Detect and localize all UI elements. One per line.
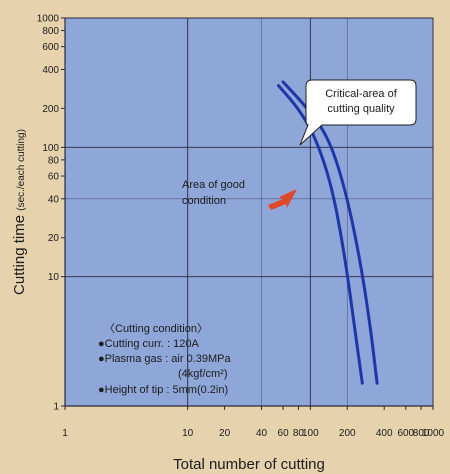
y-tick-label: 80 <box>48 155 60 166</box>
x-tick-label: 100 <box>302 428 319 439</box>
good-area-line-1: Area of good <box>182 179 245 191</box>
condition-pressure: (4kgf/cm²) <box>178 368 228 380</box>
x-tick-label: 600 <box>397 428 414 439</box>
x-tick-label: 200 <box>339 428 356 439</box>
y-tick-label: 100 <box>42 143 59 154</box>
condition-current: ●Cutting curr. : 120A <box>98 338 199 350</box>
critical-curve-1 <box>277 84 364 385</box>
x-tick-label: 1 <box>62 428 68 439</box>
x-tick-label: 40 <box>256 428 268 439</box>
y-tick-label: 10 <box>48 272 60 283</box>
y-tick-label: 20 <box>48 233 60 244</box>
conditions-heading: 〈Cutting condition〉 <box>104 322 208 335</box>
x-tick-label: 80 <box>293 428 305 439</box>
y-axis-title-main: Cutting time <box>11 211 28 295</box>
y-tick-label: 60 <box>48 172 60 183</box>
good-area-line-2: condition <box>182 195 226 207</box>
y-tick-label: 200 <box>42 104 59 115</box>
x-tick-label: 1000 <box>422 428 445 439</box>
y-tick-label: 1000 <box>37 14 60 25</box>
condition-gas: ●Plasma gas : air 0.39MPa <box>98 353 231 365</box>
x-axis-title: Total number of cutting <box>173 456 325 473</box>
callout-bubble <box>299 79 417 146</box>
x-tick-label: 60 <box>278 428 290 439</box>
y-tick-label: 40 <box>48 194 60 205</box>
good-area-arrow <box>268 189 297 210</box>
condition-tip-height: ●Height of tip : 5mm(0.2in) <box>98 384 228 396</box>
x-tick-label: 800 <box>413 428 430 439</box>
y-tick-label: 800 <box>42 26 59 37</box>
x-tick-label: 20 <box>219 428 231 439</box>
y-axis-title-unit: (sec./each cutting) <box>16 129 27 211</box>
x-tick-label: 10 <box>182 428 194 439</box>
y-axis-title: Cutting time (sec./each cutting) <box>11 129 28 295</box>
y-tick-label: 1 <box>53 402 59 413</box>
y-tick-label: 600 <box>42 42 59 53</box>
y-tick-label: 400 <box>42 65 59 76</box>
callout-line-1: Critical-area of <box>325 88 397 100</box>
critical-curve-2 <box>281 80 379 385</box>
callout-line-2: cutting quality <box>327 103 395 115</box>
x-tick-label: 400 <box>376 428 393 439</box>
